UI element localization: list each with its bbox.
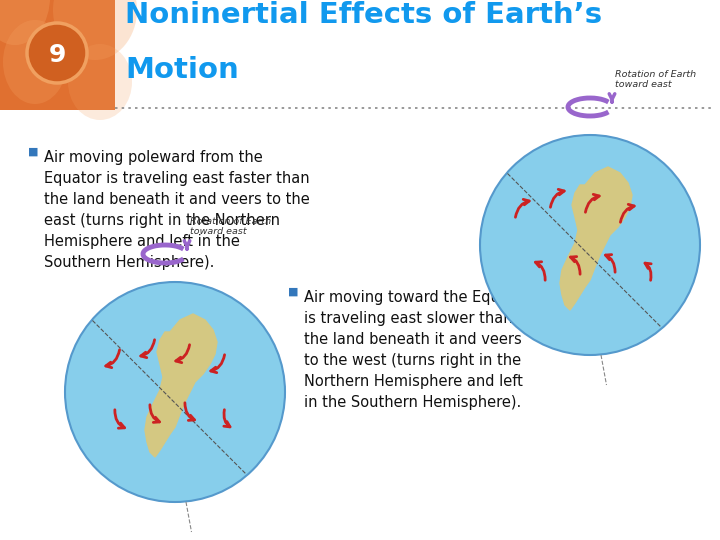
Text: Motion: Motion (125, 56, 239, 84)
Ellipse shape (68, 44, 132, 120)
Ellipse shape (0, 0, 50, 45)
Text: ■: ■ (28, 147, 38, 157)
Polygon shape (560, 167, 632, 310)
Circle shape (27, 23, 87, 83)
Text: ■: ■ (288, 287, 299, 297)
Text: Noninertial Effects of Earth’s: Noninertial Effects of Earth’s (125, 1, 602, 29)
Text: 9: 9 (48, 43, 66, 67)
Circle shape (480, 135, 700, 355)
FancyBboxPatch shape (0, 0, 115, 110)
Polygon shape (145, 314, 217, 457)
Text: Air moving toward the Equator
is traveling east slower than
the land beneath it : Air moving toward the Equator is traveli… (304, 290, 530, 410)
Text: Rotation of Earth
toward east: Rotation of Earth toward east (615, 70, 696, 89)
Ellipse shape (3, 20, 67, 104)
Text: Air moving poleward from the
Equator is traveling east faster than
the land bene: Air moving poleward from the Equator is … (44, 150, 310, 270)
Circle shape (65, 282, 285, 502)
Text: Rotation of Earth
toward east: Rotation of Earth toward east (190, 217, 271, 236)
Ellipse shape (53, 0, 137, 60)
